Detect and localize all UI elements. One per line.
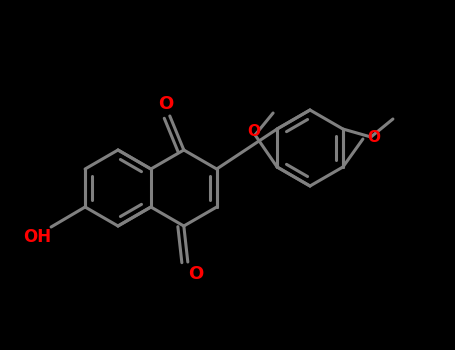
- Text: OH: OH: [23, 228, 51, 246]
- Text: O: O: [158, 95, 173, 113]
- Text: O: O: [367, 131, 380, 146]
- Text: O: O: [188, 265, 203, 283]
- Text: O: O: [248, 125, 261, 140]
